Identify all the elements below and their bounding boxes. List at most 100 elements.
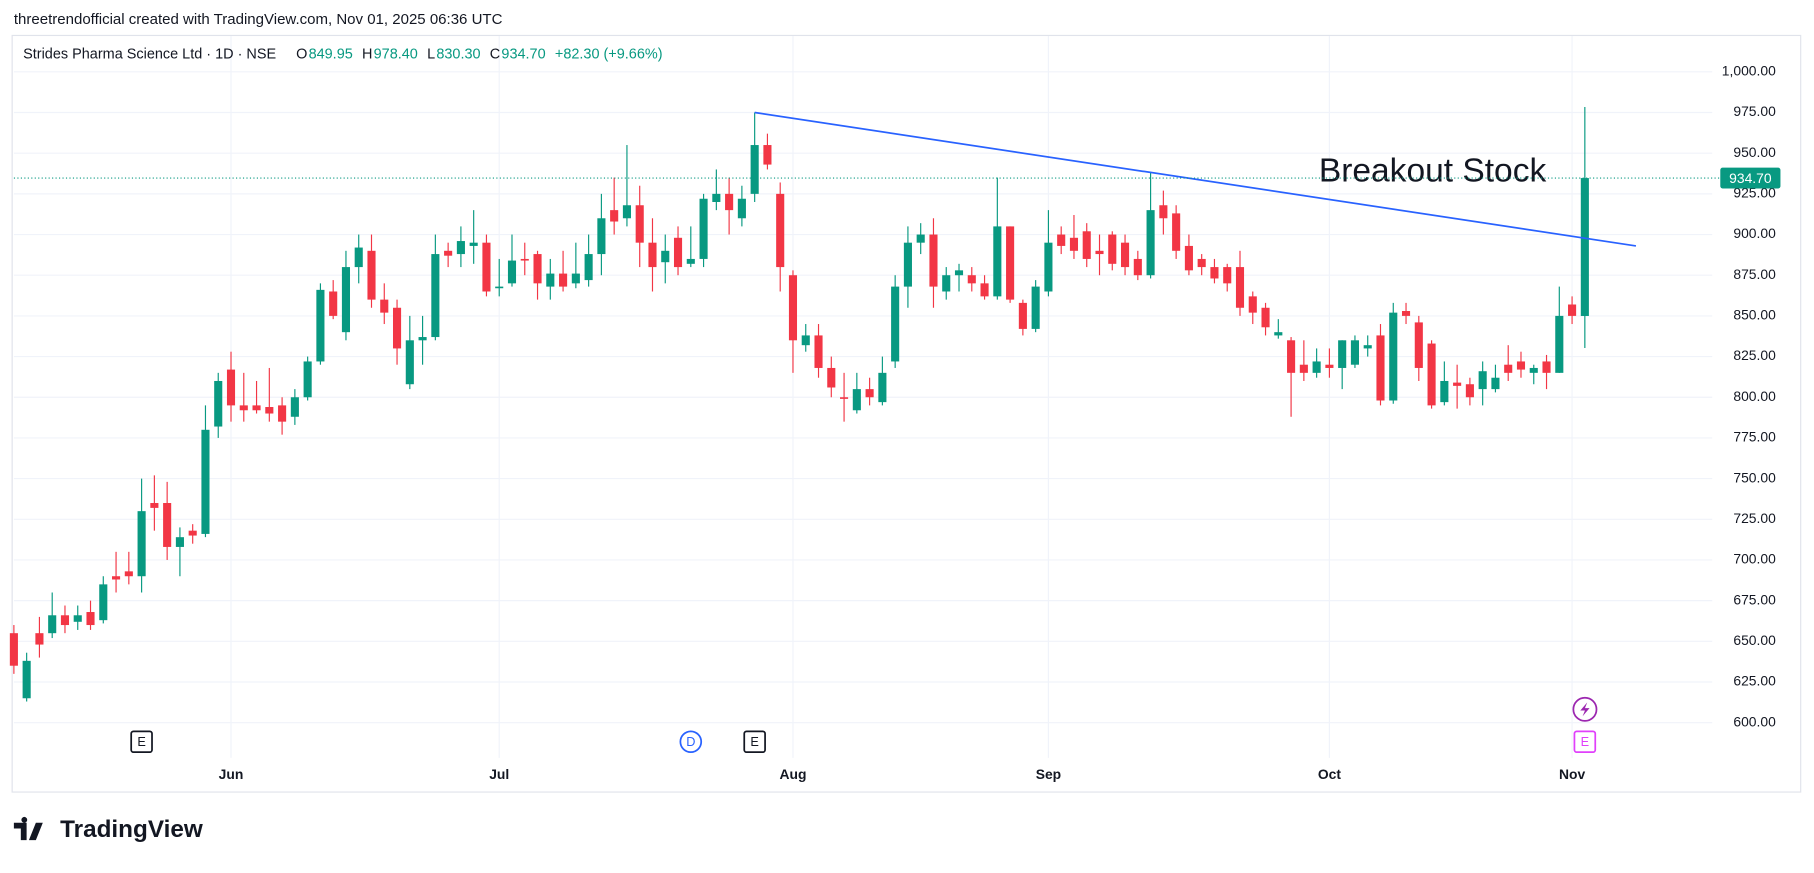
event-label: E	[137, 734, 145, 749]
candle-body	[840, 397, 849, 399]
candle-body	[763, 145, 772, 165]
candle-body	[967, 275, 976, 284]
event-label: D	[686, 734, 695, 749]
candle-body	[60, 615, 70, 626]
event-marker	[679, 730, 703, 754]
candle-body	[942, 275, 951, 292]
candle-body	[482, 242, 491, 292]
x-tick-label: Jun	[219, 766, 244, 782]
candle-body	[1223, 267, 1232, 284]
candle-body	[827, 367, 836, 388]
candle-body	[635, 205, 644, 243]
y-tick-label: 850.00	[1733, 307, 1776, 323]
candle-body	[980, 283, 989, 297]
candle-body	[1197, 258, 1206, 268]
symbol: Strides Pharma Science Ltd · 1D · NSE	[23, 46, 276, 62]
annotation: Breakout Stock	[1319, 152, 1547, 189]
candle-body	[559, 273, 568, 287]
y-tick-label: 775.00	[1733, 429, 1776, 445]
candle-body	[99, 584, 108, 621]
candle-body	[163, 503, 172, 547]
candle-body	[112, 576, 121, 580]
logo-text: TradingView	[60, 816, 203, 843]
candle-body	[495, 286, 504, 289]
lightning-icon	[1572, 696, 1598, 722]
candle-body	[878, 372, 887, 403]
candle-body	[1555, 315, 1564, 373]
last-price-tag	[1720, 167, 1781, 189]
candle-body	[1478, 371, 1487, 390]
candle-body	[916, 234, 925, 243]
candle-body	[86, 612, 95, 626]
ohlc-key: L	[427, 46, 435, 62]
ohlc-value: 978.40	[374, 46, 418, 62]
y-tick-label: 900.00	[1733, 225, 1776, 241]
candle-body	[993, 226, 1002, 297]
candle-body	[891, 286, 900, 362]
candle-body	[1465, 384, 1474, 398]
y-tick-label: 925.00	[1733, 185, 1776, 201]
candle-body	[188, 530, 197, 536]
candle-body	[1184, 245, 1193, 271]
candle-body	[686, 258, 695, 264]
candle-body	[1069, 237, 1079, 251]
candle-body	[405, 340, 414, 385]
candle-body	[1516, 361, 1526, 370]
candle-body	[290, 397, 299, 417]
candle-body	[329, 291, 338, 316]
y-tick-label: 600.00	[1733, 713, 1776, 729]
x-tick-label: Nov	[1559, 766, 1585, 782]
candle-body	[150, 503, 159, 508]
y-tick-label: 950.00	[1733, 144, 1776, 160]
candle-body	[392, 307, 402, 349]
candle-body	[1274, 332, 1283, 336]
y-tick-label: 1,000.00	[1722, 62, 1776, 78]
candle-body	[597, 218, 606, 255]
y-tick-label: 675.00	[1733, 591, 1776, 607]
candle-body	[316, 289, 325, 362]
candle-body	[214, 380, 223, 427]
candle-body	[418, 337, 427, 341]
candle-body	[622, 205, 631, 219]
candle-body	[1108, 234, 1117, 264]
y-tick-label: 700.00	[1733, 551, 1776, 567]
candle-body	[367, 250, 376, 300]
candle-body	[239, 405, 248, 411]
candle-body	[1427, 343, 1436, 406]
candle-body	[814, 335, 823, 368]
candle-body	[265, 407, 274, 414]
x-tick-label: Oct	[1318, 766, 1342, 782]
y-tick-label: 750.00	[1733, 469, 1776, 485]
candle-body	[1210, 267, 1219, 279]
candle-body	[1299, 364, 1308, 373]
candle-body	[201, 429, 210, 534]
change: +82.30 (+9.66%)	[555, 46, 663, 62]
candle-body	[35, 633, 44, 645]
candle-body	[1095, 250, 1104, 255]
event-marker	[743, 730, 766, 754]
ohlc-key: H	[362, 46, 372, 62]
candle-body	[1006, 226, 1015, 300]
candle-body	[929, 234, 938, 287]
candle-body	[1031, 286, 1040, 329]
candle-body	[737, 198, 746, 219]
candle-body	[469, 242, 478, 246]
candle-body	[1082, 231, 1091, 259]
candle-body	[673, 237, 683, 268]
candle-body	[1350, 340, 1359, 365]
candle-body	[1453, 382, 1462, 386]
ohlc-value: 849.95	[309, 46, 353, 62]
candle-body	[1491, 377, 1500, 390]
candle-body	[252, 405, 261, 411]
chart-frame	[11, 34, 1802, 793]
candle-body	[1529, 367, 1538, 373]
candle-body	[1568, 304, 1577, 316]
candle-body	[750, 145, 759, 194]
y-tick-label: 800.00	[1733, 388, 1776, 404]
y-tick-label: 650.00	[1733, 632, 1776, 648]
credit: threetrendofficial created with TradingV…	[14, 11, 503, 28]
candle-body	[444, 250, 453, 256]
x-tick-label: Jul	[489, 766, 509, 782]
